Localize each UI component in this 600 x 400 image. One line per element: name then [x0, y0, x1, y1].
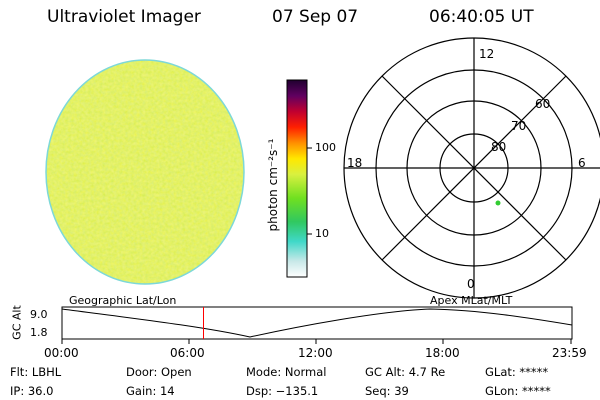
timeline-ytick-high: 9.0 [30, 308, 48, 321]
color-bar [286, 79, 312, 278]
mlt-label-0: 0 [467, 277, 475, 291]
lat-label-70: 70 [511, 119, 527, 133]
glon-readout: GLon: ***** [485, 384, 551, 398]
altitude-timeline [61, 306, 573, 344]
timeline-xtick-0: 00:00 [44, 346, 79, 360]
lat-label-80: 80 [491, 140, 507, 154]
door-readout: Door: Open [126, 365, 192, 379]
timeline-xtick-4: 23:59 [552, 346, 587, 360]
glat-readout: GLat: ***** [485, 365, 549, 379]
colorbar-unit-label: photon cm⁻²s⁻¹ [266, 138, 280, 232]
dsp-readout: Dsp: −135.1 [246, 384, 319, 398]
app-title: Ultraviolet Imager [47, 7, 201, 27]
mlt-label-18: 18 [347, 156, 363, 170]
filter-readout: Flt: LBHL [10, 365, 62, 379]
time-readout: 06:40:05 UT [429, 7, 534, 27]
timeline-right-caption: Apex MLat/MLT [430, 294, 513, 307]
gc-alt-readout: GC Alt: 4.7 Re [365, 365, 446, 379]
mlt-label-12: 12 [479, 47, 495, 61]
mode-readout: Mode: Normal [246, 365, 327, 379]
spacecraft-footprint-dot [495, 200, 501, 206]
timeline-xtick-1: 06:00 [170, 346, 205, 360]
ip-readout: IP: 36.0 [10, 384, 54, 398]
timeline-ytick-low: 1.8 [30, 326, 48, 339]
timeline-xtick-3: 18:00 [425, 346, 460, 360]
gain-readout: Gain: 14 [126, 384, 175, 398]
timeline-left-caption: Geographic Lat/Lon [69, 294, 177, 307]
mlt-label-6: 6 [578, 156, 586, 170]
colorbar-tick-100: 100 [315, 141, 336, 154]
timeline-axis-title: GC Alt [10, 305, 24, 340]
colorbar-tick-10: 10 [315, 227, 329, 240]
uv-disk-image [45, 59, 245, 285]
lat-label-60: 60 [535, 97, 551, 111]
timeline-xtick-2: 12:00 [298, 346, 333, 360]
seq-readout: Seq: 39 [365, 384, 409, 398]
date-readout: 07 Sep 07 [272, 7, 359, 27]
polar-grid [343, 37, 600, 299]
